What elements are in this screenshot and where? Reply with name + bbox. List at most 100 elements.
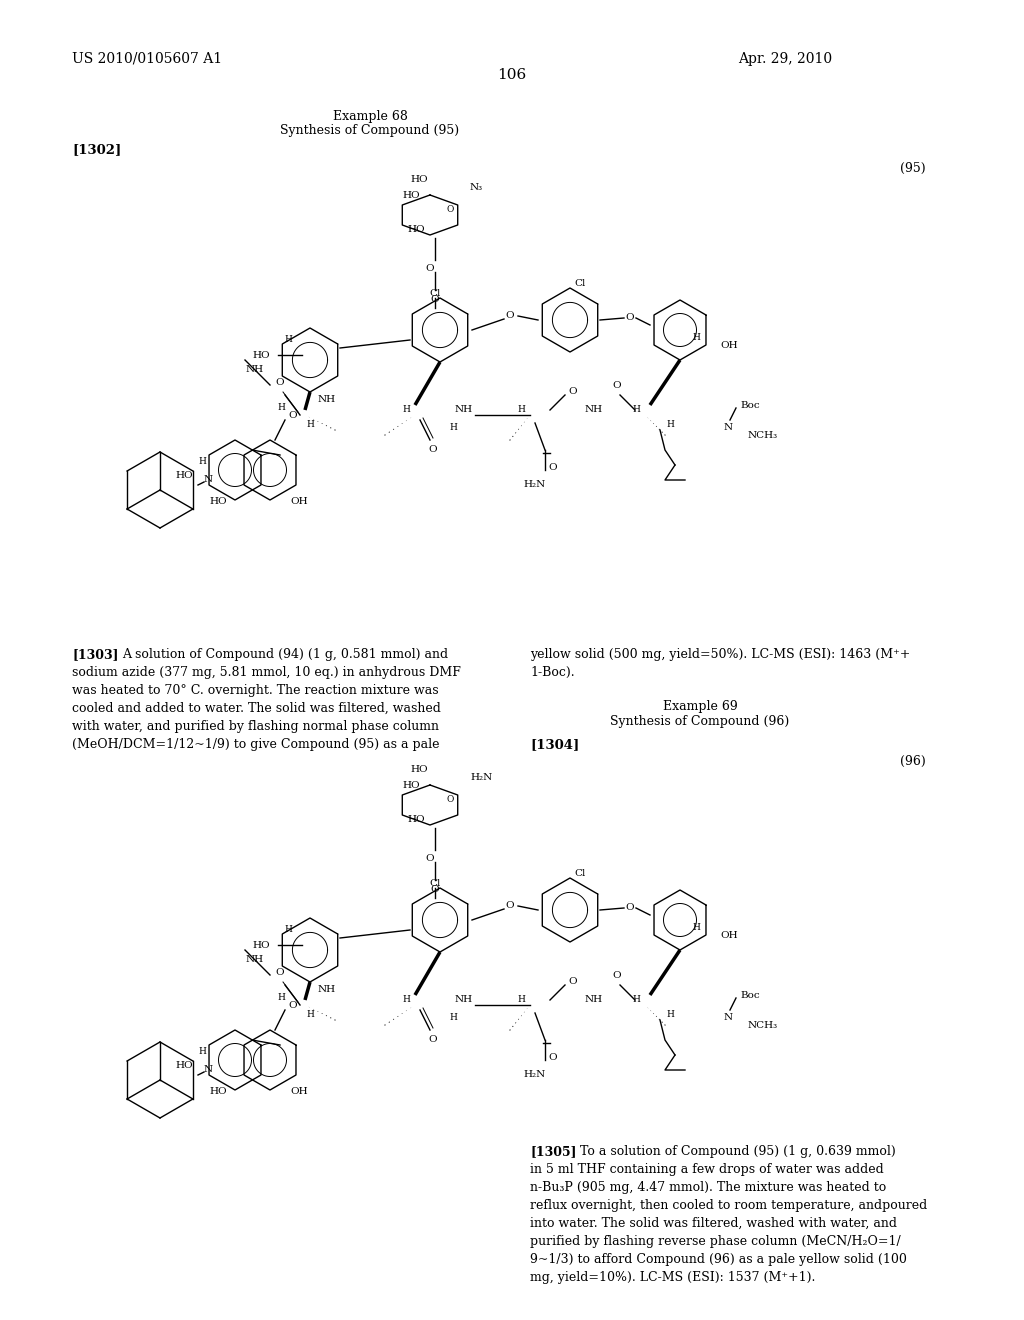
Text: A solution of Compound (94) (1 g, 0.581 mmol) and: A solution of Compound (94) (1 g, 0.581 …	[122, 648, 449, 661]
Text: (96): (96)	[900, 755, 926, 768]
Text: HO: HO	[175, 1060, 193, 1069]
Text: Apr. 29, 2010: Apr. 29, 2010	[738, 51, 833, 66]
Text: HO: HO	[402, 190, 420, 199]
Text: O: O	[568, 977, 577, 986]
Text: mg, yield=10%). LC-MS (ESI): 1537 (M⁺+1).: mg, yield=10%). LC-MS (ESI): 1537 (M⁺+1)…	[530, 1271, 815, 1284]
Text: HO: HO	[411, 176, 428, 185]
Text: O: O	[506, 310, 514, 319]
Text: H: H	[517, 405, 525, 414]
Text: yellow solid (500 mg, yield=50%). LC-MS (ESI): 1463 (M⁺+: yellow solid (500 mg, yield=50%). LC-MS …	[530, 648, 910, 661]
Text: NH: NH	[585, 405, 603, 414]
Text: H: H	[278, 994, 285, 1002]
Text: N: N	[204, 475, 213, 484]
Text: N: N	[723, 424, 732, 433]
Text: O: O	[612, 381, 622, 389]
Text: HO: HO	[408, 226, 425, 235]
Text: H: H	[692, 334, 699, 342]
Text: H: H	[666, 420, 674, 429]
Text: NH: NH	[318, 396, 336, 404]
Text: H₂N: H₂N	[524, 1071, 546, 1078]
Text: [1305]: [1305]	[530, 1144, 577, 1158]
Text: O: O	[288, 411, 297, 420]
Text: N₃: N₃	[470, 183, 483, 193]
Text: cooled and added to water. The solid was filtered, washed: cooled and added to water. The solid was…	[72, 702, 441, 715]
Text: NH: NH	[318, 986, 336, 994]
Text: HO: HO	[252, 940, 270, 949]
Text: O: O	[626, 314, 634, 322]
Text: N: N	[723, 1014, 732, 1023]
Text: in 5 ml THF containing a few drops of water was added: in 5 ml THF containing a few drops of wa…	[530, 1163, 884, 1176]
Text: [1304]: [1304]	[530, 738, 580, 751]
Text: O: O	[275, 378, 285, 387]
Text: O: O	[429, 445, 437, 454]
Text: OH: OH	[720, 931, 737, 940]
Text: purified by flashing reverse phase column (MeCN/H₂O=1/: purified by flashing reverse phase colum…	[530, 1236, 901, 1247]
Text: O: O	[426, 264, 434, 273]
Text: H: H	[402, 995, 410, 1005]
Text: [1303]: [1303]	[72, 648, 119, 661]
Text: O: O	[612, 972, 622, 979]
Text: HO: HO	[408, 816, 425, 825]
Text: Synthesis of Compound (95): Synthesis of Compound (95)	[281, 124, 460, 137]
Text: US 2010/0105607 A1: US 2010/0105607 A1	[72, 51, 222, 66]
Text: 106: 106	[498, 69, 526, 82]
Text: H: H	[306, 1010, 314, 1019]
Text: NH: NH	[246, 956, 264, 965]
Text: OH: OH	[290, 498, 307, 507]
Text: O: O	[288, 1001, 297, 1010]
Text: [1302]: [1302]	[72, 143, 121, 156]
Text: sodium azide (377 mg, 5.81 mmol, 10 eq.) in anhydrous DMF: sodium azide (377 mg, 5.81 mmol, 10 eq.)…	[72, 667, 461, 678]
Text: O: O	[446, 796, 454, 804]
Text: Boc: Boc	[740, 990, 760, 999]
Text: H: H	[632, 995, 640, 1005]
Text: H₂N: H₂N	[524, 480, 546, 488]
Text: H: H	[284, 925, 292, 935]
Text: H: H	[450, 422, 457, 432]
Text: O: O	[426, 854, 434, 863]
Text: NH: NH	[246, 366, 264, 375]
Text: Cl: Cl	[574, 279, 586, 288]
Text: H: H	[198, 1048, 206, 1056]
Text: O: O	[431, 296, 439, 305]
Text: Cl: Cl	[574, 869, 586, 878]
Text: into water. The solid was filtered, washed with water, and: into water. The solid was filtered, wash…	[530, 1217, 897, 1230]
Text: HO: HO	[209, 1088, 227, 1097]
Text: reflux overnight, then cooled to room temperature, andpoured: reflux overnight, then cooled to room te…	[530, 1199, 928, 1212]
Text: O: O	[506, 900, 514, 909]
Text: NH: NH	[585, 995, 603, 1005]
Text: HO: HO	[411, 766, 428, 775]
Text: N: N	[204, 1065, 213, 1074]
Text: O: O	[568, 387, 577, 396]
Text: H: H	[632, 405, 640, 414]
Text: O: O	[275, 968, 285, 977]
Text: H: H	[198, 458, 206, 466]
Text: O: O	[548, 463, 557, 473]
Text: H: H	[666, 1010, 674, 1019]
Text: O: O	[429, 1035, 437, 1044]
Text: Boc: Boc	[740, 400, 760, 409]
Text: n-Bu₃P (905 mg, 4.47 mmol). The mixture was heated to: n-Bu₃P (905 mg, 4.47 mmol). The mixture …	[530, 1181, 886, 1195]
Text: (95): (95)	[900, 162, 926, 176]
Text: HO: HO	[252, 351, 270, 359]
Text: H: H	[284, 335, 292, 345]
Text: NH: NH	[455, 405, 473, 414]
Text: Example 69: Example 69	[663, 700, 737, 713]
Text: H: H	[278, 404, 285, 412]
Text: OH: OH	[290, 1088, 307, 1097]
Text: HO: HO	[209, 498, 227, 507]
Text: O: O	[431, 886, 439, 895]
Text: NCH₃: NCH₃	[748, 430, 778, 440]
Text: NH: NH	[455, 995, 473, 1005]
Text: Cl: Cl	[429, 289, 440, 298]
Text: O: O	[548, 1053, 557, 1063]
Text: H₂N: H₂N	[470, 774, 493, 783]
Text: with water, and purified by flashing normal phase column: with water, and purified by flashing nor…	[72, 719, 439, 733]
Text: Example 68: Example 68	[333, 110, 408, 123]
Text: H: H	[517, 995, 525, 1005]
Text: H: H	[692, 924, 699, 932]
Text: was heated to 70° C. overnight. The reaction mixture was: was heated to 70° C. overnight. The reac…	[72, 684, 438, 697]
Text: Synthesis of Compound (96): Synthesis of Compound (96)	[610, 715, 790, 729]
Text: NCH₃: NCH₃	[748, 1020, 778, 1030]
Text: O: O	[626, 903, 634, 912]
Text: 9~1/3) to afford Compound (96) as a pale yellow solid (100: 9~1/3) to afford Compound (96) as a pale…	[530, 1253, 907, 1266]
